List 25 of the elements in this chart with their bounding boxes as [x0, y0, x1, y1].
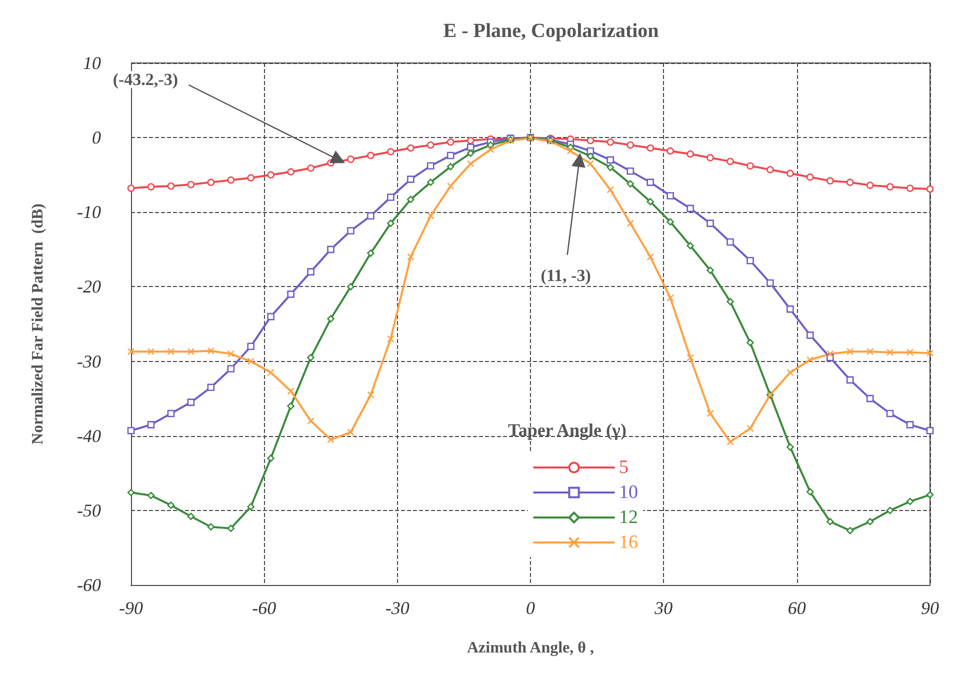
legend-title: Taper Angle (γ): [508, 420, 626, 440]
x-tick-label: -90: [119, 598, 143, 618]
y-tick-label: -60: [77, 575, 101, 595]
legend-label: 5: [619, 457, 628, 478]
x-tick-label: 30: [654, 598, 673, 618]
y-tick-label: 10: [83, 53, 101, 73]
y-tick-label: -30: [77, 351, 101, 372]
annotation: (-43.2,-3): [112, 70, 178, 90]
y-tick-label: 0: [92, 128, 101, 148]
x-tick-label: 60: [788, 598, 806, 618]
chart-title: E - Plane, Copolarization: [443, 20, 659, 42]
y-axis-title: Normalized Far Field Pattern (dB): [30, 204, 46, 444]
x-axis-title: Azimuth Angle, θ ,: [466, 640, 594, 656]
legend-label: 16: [619, 532, 638, 553]
y-tick-label: -50: [77, 500, 101, 520]
x-tick-label: 90: [921, 598, 939, 618]
y-tick-label: -20: [77, 276, 101, 297]
legend-label: 12: [619, 507, 638, 528]
y-tick-label: -40: [77, 426, 101, 446]
x-tick-label: -60: [252, 598, 276, 618]
x-tick-label: -30: [385, 598, 410, 618]
annotation: (11, -3): [540, 266, 591, 285]
legend-label: 10: [619, 482, 638, 503]
y-tick-label: -10: [77, 202, 101, 222]
x-tick-label: 0: [526, 598, 535, 618]
